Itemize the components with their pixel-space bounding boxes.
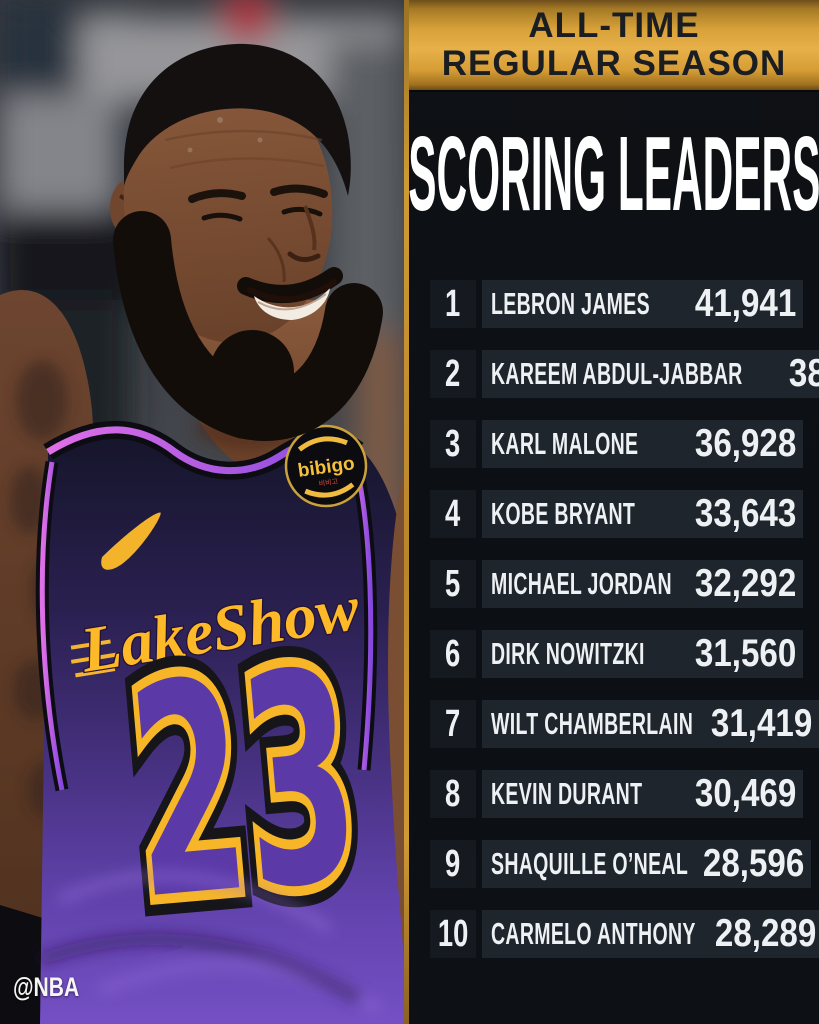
leaderboard-row: 2 KAREEM ABDUL-JABBAR 38,387 (430, 350, 819, 398)
rank-cell: 5 (430, 560, 476, 608)
player-head (110, 43, 383, 441)
leaderboard-row: 9 SHAQUILLE O’NEAL 28,596 (430, 840, 811, 888)
player-name: WILT CHAMBERLAIN (491, 706, 694, 741)
player-points: 28,289 (714, 912, 816, 955)
leaderboard-list: 1 LEBRON JAMES 41,941 2 KAREEM ABDUL-JAB… (430, 280, 819, 958)
rank-cell: 8 (430, 770, 476, 818)
player-points: 30,469 (694, 772, 796, 815)
sheen (187, 117, 263, 153)
sponsor-patch-subtext: 비비고 (318, 476, 339, 488)
leaderboard-row: 10 CARMELO ANTHONY 28,289 (430, 910, 819, 958)
gold-divider (404, 0, 409, 1024)
leaderboard-row: 6 DIRK NOWITZKI 31,560 (430, 630, 803, 678)
rank-cell: 7 (430, 700, 476, 748)
hair (123, 43, 351, 197)
rank-cell: 10 (430, 910, 476, 958)
nike-swoosh-icon (101, 512, 161, 570)
player-name: LEBRON JAMES (491, 286, 650, 321)
row-main: KAREEM ABDUL-JABBAR 38,387 (482, 350, 819, 398)
leaderboard-row: 7 WILT CHAMBERLAIN 31,419 (430, 700, 819, 748)
player-name: CARMELO ANTHONY (491, 916, 696, 951)
player-points: 38,387 (788, 352, 819, 395)
player-name: KEVIN DURANT (491, 776, 643, 811)
player-name: KAREEM ABDUL-JABBAR (491, 356, 743, 391)
leaderboard-row: 3 KARL MALONE 36,928 (430, 420, 803, 468)
player-points: 31,560 (694, 632, 796, 675)
nba-watermark: @NBA (13, 972, 80, 1002)
row-main: MICHAEL JORDAN 32,292 (482, 560, 803, 608)
leaderboard-row: 1 LEBRON JAMES 41,941 (430, 280, 803, 328)
player-points: 33,643 (694, 492, 796, 535)
banner-line-2: REGULAR SEASON (441, 44, 787, 83)
wordmark-speed-lines (70, 639, 117, 678)
player-name: KOBE BRYANT (491, 496, 636, 531)
player-points: 31,419 (710, 702, 812, 745)
player-shoulder (388, 470, 404, 960)
leaderboard-panel: ALL-TIME REGULAR SEASON SCORING LEADERS … (407, 0, 819, 1024)
rank-cell: 1 (430, 280, 476, 328)
player-name: SHAQUILLE O’NEAL (491, 846, 689, 881)
leaderboard-row: 4 KOBE BRYANT 33,643 (430, 490, 803, 538)
eyes (201, 206, 323, 222)
row-main: KEVIN DURANT 30,469 (482, 770, 803, 818)
player-name: MICHAEL JORDAN (491, 566, 672, 601)
row-main: LEBRON JAMES 41,941 (482, 280, 803, 328)
player-points: 41,941 (694, 282, 796, 325)
svg-text:23: 23 (119, 610, 369, 965)
bibigo-sponsor-patch: bibigo 비비고 (284, 424, 368, 508)
page-title: SCORING LEADERS (407, 115, 819, 233)
row-main: KOBE BRYANT 33,643 (482, 490, 803, 538)
row-main: DIRK NOWITZKI 31,560 (482, 630, 803, 678)
player-name: KARL MALONE (491, 426, 639, 461)
title-wrap: SCORING LEADERS (407, 115, 819, 233)
player-points: 32,292 (694, 562, 796, 605)
rank-cell: 4 (430, 490, 476, 538)
rank-cell: 2 (430, 350, 476, 398)
row-main: SHAQUILLE O’NEAL 28,596 (482, 840, 811, 888)
svg-text:23: 23 (119, 610, 369, 965)
player-name: DIRK NOWITZKI (491, 636, 645, 671)
fabric-folds (37, 871, 383, 1015)
rank-cell: 6 (430, 630, 476, 678)
player-points: 36,928 (694, 422, 796, 465)
player-points: 28,596 (702, 842, 804, 885)
forehead-lines (164, 129, 325, 170)
player-photo: bibigo 비비고 LakeShow 23 23 23 (0, 0, 404, 1024)
header-banner: ALL-TIME REGULAR SEASON (409, 0, 819, 90)
smile (247, 279, 337, 320)
rank-cell: 3 (430, 420, 476, 468)
eyebrows (188, 184, 328, 203)
svg-text:23: 23 (119, 610, 369, 965)
leaderboard-row: 5 MICHAEL JORDAN 32,292 (430, 560, 803, 608)
row-main: CARMELO ANTHONY 28,289 (482, 910, 819, 958)
row-main: KARL MALONE 36,928 (482, 420, 803, 468)
beard (113, 211, 383, 441)
player-photo-illustration: bibigo 비비고 LakeShow 23 23 23 (0, 0, 404, 1024)
leaderboard-row: 8 KEVIN DURANT 30,469 (430, 770, 803, 818)
nose (303, 205, 317, 251)
jersey-number: 23 23 23 (104, 594, 386, 980)
row-main: WILT CHAMBERLAIN 31,419 (482, 700, 819, 748)
rank-cell: 9 (430, 840, 476, 888)
banner-line-1: ALL-TIME (528, 6, 700, 45)
